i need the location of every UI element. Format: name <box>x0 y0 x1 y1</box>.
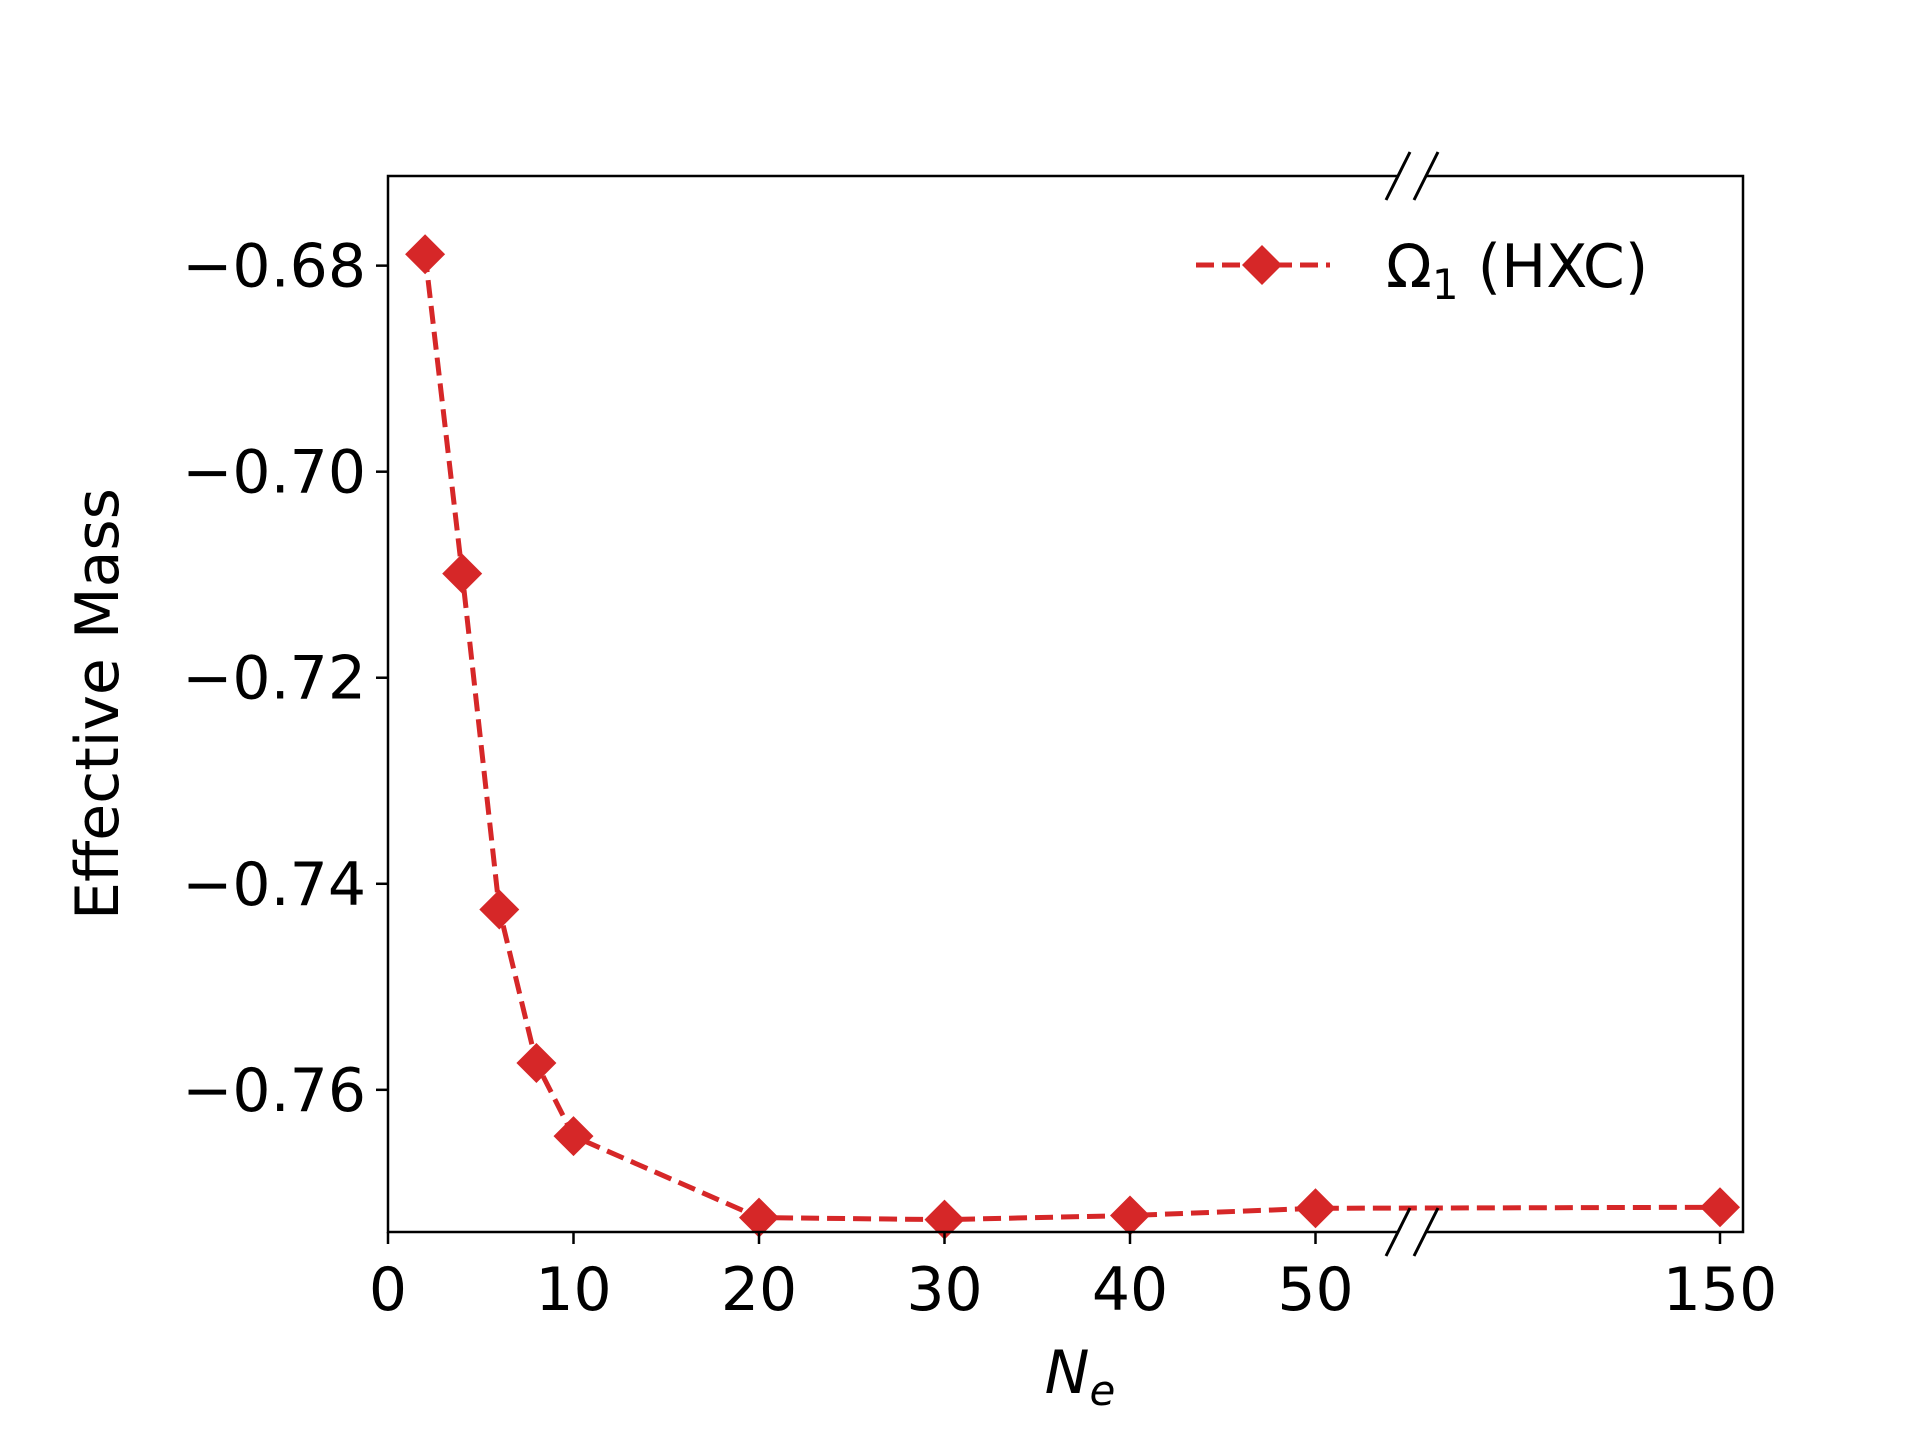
y-tick-label-2: −0.72 <box>182 644 366 714</box>
data-point-8 <box>1295 1188 1336 1229</box>
x-axis: 0 10 20 30 40 50 150 <box>369 1232 1777 1325</box>
series-line <box>422 254 1721 1223</box>
legend-label-subscript: 1 <box>1432 260 1459 309</box>
y-axis: −0.68 −0.70 −0.72 −0.74 −0.76 <box>182 232 388 1126</box>
data-point-7 <box>1110 1195 1150 1236</box>
data-point-5 <box>739 1197 779 1238</box>
x-tick-label-20: 20 <box>721 1255 797 1325</box>
series-layer <box>405 234 1740 1240</box>
break-gap-1 <box>1398 1226 1426 1238</box>
break-gap-0 <box>1398 170 1426 182</box>
x-tick-label-30: 30 <box>906 1255 982 1325</box>
x-axis-label-subscript: e <box>1090 1366 1116 1415</box>
x-tick-label-0: 0 <box>369 1255 407 1325</box>
y-tick-label-4: −0.76 <box>182 1056 366 1126</box>
x-tick-label-10: 10 <box>535 1255 611 1325</box>
break-slash-b-0 <box>1412 151 1440 201</box>
x-tick-label-50: 50 <box>1277 1255 1353 1325</box>
data-point-0 <box>405 234 446 275</box>
legend-label: Ω1 (HXC) <box>1386 232 1648 309</box>
plot-frame <box>386 174 1745 1234</box>
legend-label-main: Ω <box>1386 232 1432 302</box>
x-tick-label-40: 40 <box>1092 1255 1168 1325</box>
data-point-2 <box>479 889 520 930</box>
y-axis-label: Effective Mass <box>63 488 133 920</box>
break-slash-a-0 <box>1384 151 1412 201</box>
legend-marker <box>1242 245 1282 285</box>
data-point-4 <box>553 1116 594 1157</box>
data-point-3 <box>516 1043 557 1084</box>
x-axis-label: Ne <box>1045 1338 1116 1415</box>
axis-break-marks <box>1384 151 1440 1257</box>
data-point-9 <box>1700 1187 1740 1228</box>
y-tick-label-0: −0.68 <box>182 232 366 302</box>
legend: Ω1 (HXC) <box>1196 232 1648 309</box>
y-tick-label-3: −0.74 <box>182 850 366 920</box>
data-point-6 <box>924 1199 965 1240</box>
x-tick-label-150: 150 <box>1663 1255 1778 1325</box>
break-slash-a-1 <box>1384 1207 1412 1257</box>
break-slash-b-1 <box>1412 1207 1440 1257</box>
y-tick-label-1: −0.70 <box>182 438 366 508</box>
x-axis-label-main: N <box>1045 1338 1090 1408</box>
data-point-1 <box>442 553 483 594</box>
legend-label-suffix: (HXC) <box>1459 232 1649 302</box>
